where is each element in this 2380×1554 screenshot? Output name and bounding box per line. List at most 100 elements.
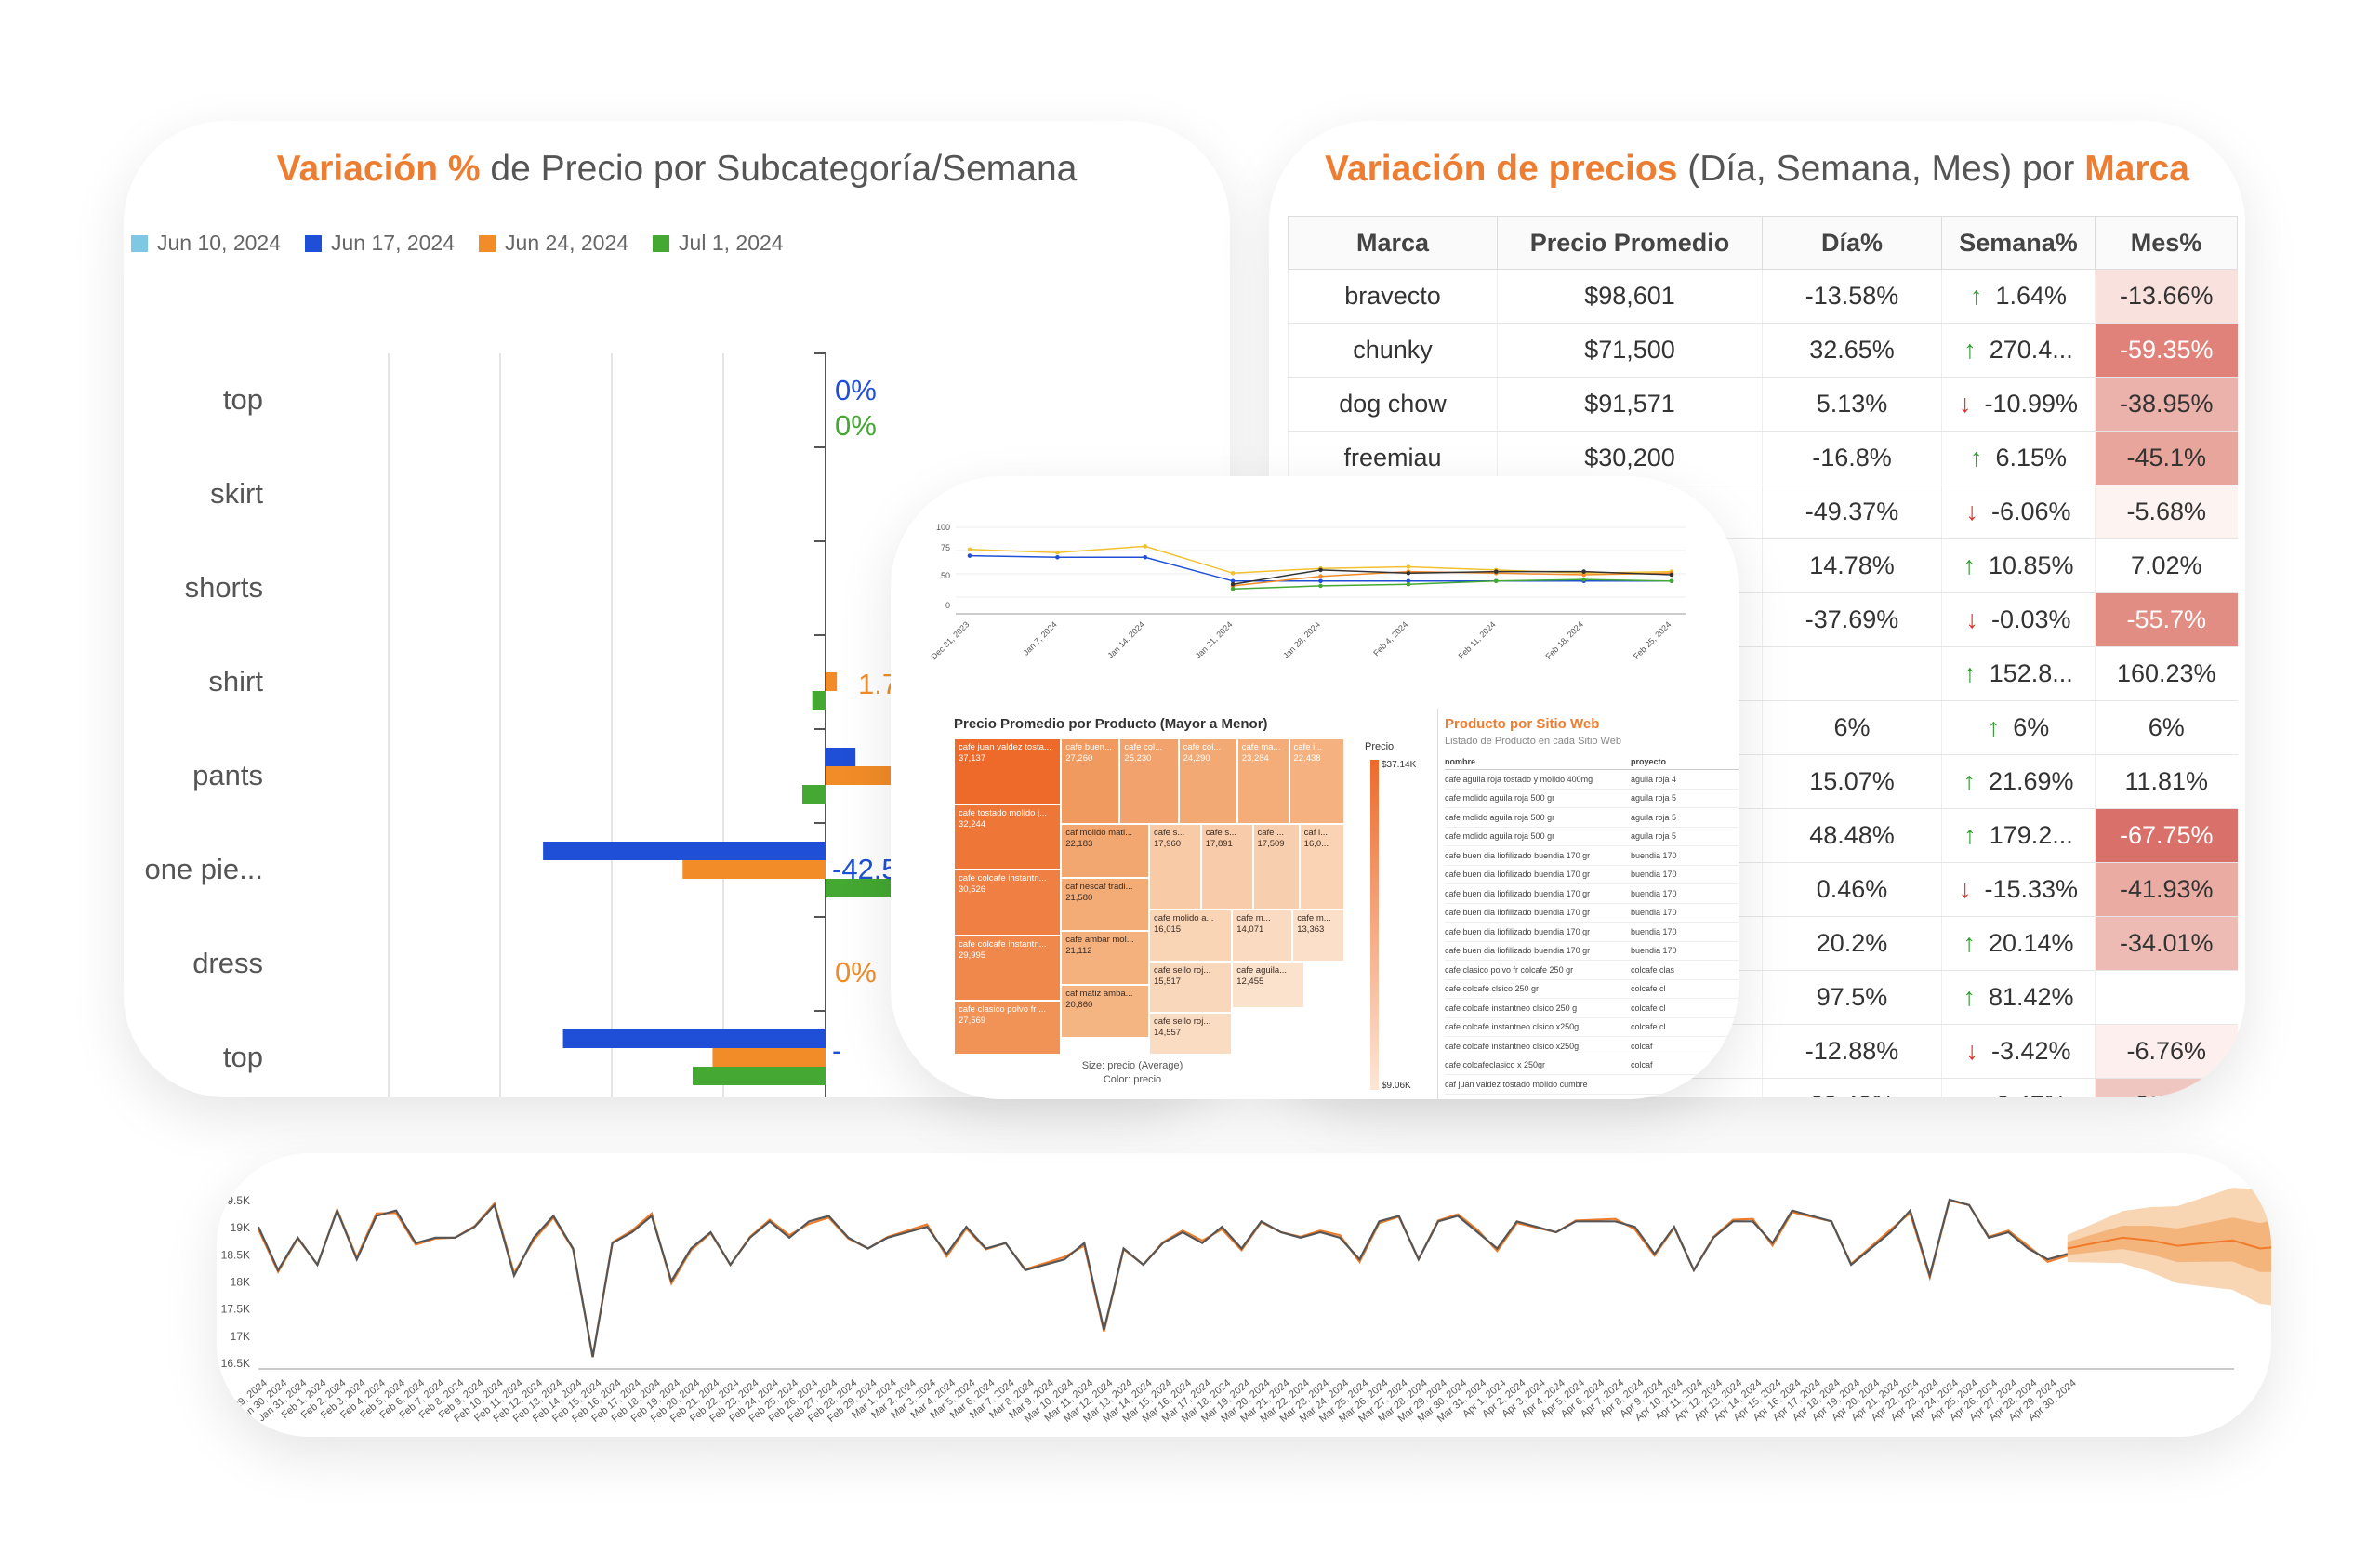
site-table-row[interactable]: cafe colcafe instantneo clsico x250g colc… xyxy=(1445,1037,1739,1056)
treemap-cell-value: 24,290 xyxy=(1183,753,1210,764)
mini-data-point[interactable] xyxy=(1406,571,1411,576)
site-table-row[interactable]: cafe buen dia liofilizado buendia 170 gr… xyxy=(1445,846,1739,866)
column-header-semana[interactable]: Semana% xyxy=(1941,216,2096,270)
mini-data-point[interactable] xyxy=(1143,544,1148,549)
bar[interactable] xyxy=(712,1048,826,1067)
mini-x-tick: Jan 14, 2024 xyxy=(1105,619,1146,660)
mini-data-point[interactable] xyxy=(1669,572,1674,578)
bar[interactable] xyxy=(543,842,826,860)
column-header-mes[interactable]: Mes% xyxy=(2095,216,2238,270)
bar[interactable] xyxy=(812,691,826,710)
legend-item-jul1[interactable]: Jul 1, 2024 xyxy=(653,231,784,256)
site-table-row[interactable]: cafe molido aguila roja 500 gr aguila roj… xyxy=(1445,828,1739,846)
treemap-cell[interactable]: cafe s... 17,891 xyxy=(1200,824,1253,910)
mini-data-point[interactable] xyxy=(1318,578,1323,584)
table-row[interactable]: chunky $71,500 32.65% ↑ 270.4... -59.35% xyxy=(1288,323,2238,378)
mini-data-point[interactable] xyxy=(1318,583,1323,589)
mini-data-point[interactable] xyxy=(967,553,972,558)
site-table-row[interactable]: cafe aguila roja tostado y molido 400mg a… xyxy=(1445,770,1739,790)
mini-data-point[interactable] xyxy=(1669,578,1674,584)
treemap-cell[interactable]: cafe tostado molido j... 32,244 xyxy=(954,804,1062,870)
mini-data-point[interactable] xyxy=(1230,587,1236,591)
bar-chart-legend[interactable]: Jun 10, 2024 Jun 17, 2024 Jun 24, 2024 J… xyxy=(131,231,784,256)
mini-data-point[interactable] xyxy=(1493,569,1499,574)
site-table-row[interactable]: cafe molido aguila roja 500 gr aguila roj… xyxy=(1445,808,1739,828)
treemap-cell[interactable]: caf molido mati... 22,183 xyxy=(1061,824,1149,878)
site-table-row[interactable]: cafe buen dia liofilizado buendia 170 gr… xyxy=(1445,884,1739,904)
mini-data-point[interactable] xyxy=(967,547,972,552)
bar[interactable] xyxy=(826,672,838,691)
site-table-row[interactable]: cafe buen dia liofilizado buendia 170 gr… xyxy=(1445,866,1739,884)
bar[interactable] xyxy=(562,1029,826,1048)
legend-item-jun24[interactable]: Jun 24, 2024 xyxy=(479,231,628,256)
treemap-cell[interactable]: cafe sello roj... 14,557 xyxy=(1149,1013,1233,1055)
mini-data-point[interactable] xyxy=(1493,578,1499,584)
site-table-row[interactable]: cafe buen dia liofilizado buendia 170 gr… xyxy=(1445,942,1739,961)
fitted-series-line[interactable] xyxy=(258,1199,2069,1358)
treemap-cell[interactable]: cafe colcafe instantn... 30,526 xyxy=(954,870,1062,936)
treemap-cell[interactable]: cafe col... 25,230 xyxy=(1119,738,1179,825)
treemap-cell[interactable]: cafe i... 22,438 xyxy=(1289,738,1344,825)
cell-dia: 97.5% xyxy=(1762,970,1942,1025)
mini-x-tick: Feb 25, 2024 xyxy=(1632,619,1673,661)
treemap-cell[interactable]: cafe col... 24,290 xyxy=(1178,738,1237,825)
treemap-cell-label: cafe col... xyxy=(1124,742,1163,752)
actual-series-line[interactable] xyxy=(257,1198,2069,1358)
mini-data-point[interactable] xyxy=(1581,572,1586,578)
treemap-cell[interactable]: caf matiz amba... 20,860 xyxy=(1061,985,1149,1038)
treemap-cell[interactable]: cafe m... 14,071 xyxy=(1232,910,1293,963)
site-column-header[interactable]: nombre xyxy=(1445,756,1476,766)
bar[interactable] xyxy=(801,785,826,804)
treemap-cell[interactable]: cafe molido a... 16,015 xyxy=(1149,910,1233,963)
mini-data-point[interactable] xyxy=(1055,555,1060,560)
column-header-dia[interactable]: Día% xyxy=(1762,216,1942,270)
treemap-cell[interactable]: caf l... 16,0... xyxy=(1299,824,1344,910)
mini-series-line[interactable] xyxy=(1233,569,1673,585)
treemap-cell[interactable]: cafe juan valdez tosta... 37,137 xyxy=(954,738,1062,804)
mini-data-point[interactable] xyxy=(1581,577,1586,582)
column-header-marca[interactable]: Marca xyxy=(1288,216,1498,270)
table-row[interactable]: dog chow $91,571 5.13% ↓ -10.99% -38.95% xyxy=(1288,377,2238,432)
mini-data-point[interactable] xyxy=(1406,564,1411,569)
treemap-cell[interactable]: cafe s... 17,960 xyxy=(1149,824,1201,910)
treemap-cell[interactable]: cafe clasico polvo fr ... 27,569 xyxy=(954,1001,1062,1055)
bar[interactable] xyxy=(682,860,826,879)
site-table-row[interactable]: cafe molido aguila roja 500 gr aguila roj… xyxy=(1445,790,1739,808)
treemap-cell[interactable]: cafe ambar mol... 21,112 xyxy=(1061,931,1149,986)
bar[interactable] xyxy=(693,1067,826,1085)
treemap-cell[interactable]: caf nescaf tradi... 21,580 xyxy=(1061,877,1149,932)
treemap-cell[interactable]: cafe ... 17,509 xyxy=(1252,824,1300,910)
mini-series-line[interactable] xyxy=(1233,578,1673,591)
mini-data-point[interactable] xyxy=(1230,581,1236,587)
mini-data-point[interactable] xyxy=(1581,569,1586,574)
mini-data-point[interactable] xyxy=(1406,581,1411,587)
treemap-cell[interactable]: cafe m... 13,363 xyxy=(1292,910,1344,963)
site-table-row[interactable]: cafe colcafe instantneo clsico 250 g colc… xyxy=(1445,999,1739,1018)
mini-data-point[interactable] xyxy=(1055,550,1060,555)
site-column-header[interactable]: proyecto xyxy=(1631,756,1667,766)
site-table-row[interactable]: cafe buen dia liofilizado buendia 170 gr… xyxy=(1445,923,1739,942)
treemap-cell[interactable]: cafe sello roj... 15,517 xyxy=(1149,962,1233,1014)
treemap-cell[interactable]: cafe aguila... 12,455 xyxy=(1232,962,1305,1009)
mini-data-point[interactable] xyxy=(1406,578,1411,584)
mini-data-point[interactable] xyxy=(1230,578,1236,584)
treemap-cell[interactable]: cafe ma... 23,284 xyxy=(1236,738,1289,825)
treemap-cell[interactable]: cafe buen... 27,260 xyxy=(1061,738,1120,825)
site-table-row[interactable]: cafe colcafe instantneo clsico x250g colc… xyxy=(1445,1018,1739,1037)
legend-item-jun17[interactable]: Jun 17, 2024 xyxy=(305,231,455,256)
mini-data-point[interactable] xyxy=(1230,571,1236,576)
site-table-row[interactable]: caf juan valdez tostado molido cumbre xyxy=(1445,1075,1739,1095)
site-table-row[interactable]: cafe buen dia liofilizado buendia 170 gr… xyxy=(1445,904,1739,923)
column-header-precio[interactable]: Precio Promedio xyxy=(1497,216,1763,270)
forecast-series-line[interactable] xyxy=(2067,1236,2271,1250)
mini-data-point[interactable] xyxy=(1318,567,1323,573)
site-table-row[interactable]: cafe colcafeclasico x 250gr colcaf xyxy=(1445,1056,1739,1075)
legend-item-jun10[interactable]: Jun 10, 2024 xyxy=(131,231,281,256)
bar[interactable] xyxy=(826,748,856,766)
treemap-cell[interactable]: cafe colcafe instantn... 29,995 xyxy=(954,935,1062,1002)
site-table-row[interactable]: cafe clasico polvo fr colcafe 250 gr colc… xyxy=(1445,961,1739,980)
mini-data-point[interactable] xyxy=(1143,555,1148,560)
site-table-row[interactable]: cafe colcafe clsico 250 gr colcafe cl xyxy=(1445,980,1739,999)
mini-data-point[interactable] xyxy=(1318,574,1323,578)
table-row[interactable]: bravecto $98,601 -13.58% ↑ 1.64% -13.66% xyxy=(1288,269,2238,324)
